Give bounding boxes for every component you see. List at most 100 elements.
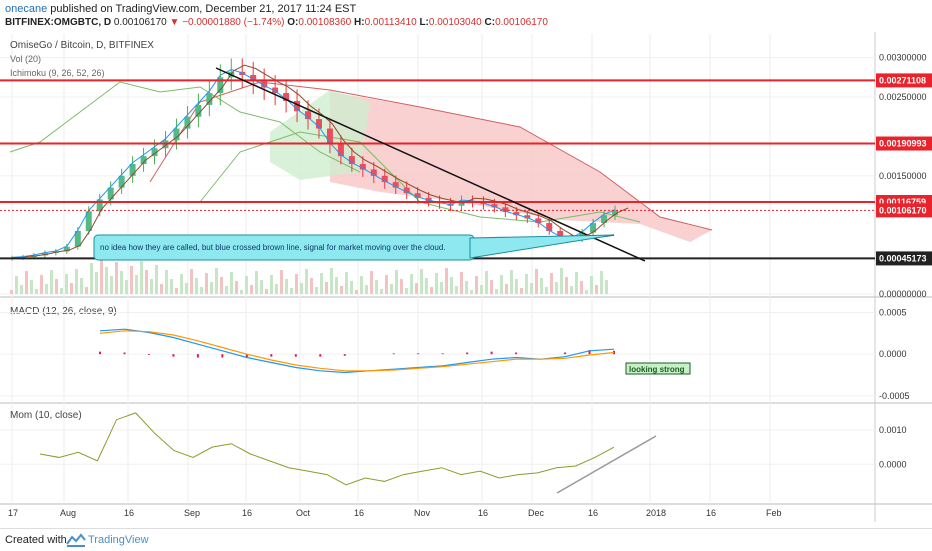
low-label: L: <box>419 17 429 28</box>
price-level-label: 0.00106170 <box>879 205 927 215</box>
high-label: H: <box>354 17 365 28</box>
candle-body <box>217 77 224 94</box>
x-tick-label: 16 <box>354 508 364 518</box>
volume-bar <box>305 269 308 294</box>
x-tick-label: Oct <box>296 508 311 518</box>
volume-bar <box>175 288 178 294</box>
open-value: 0.00108360 <box>298 17 352 28</box>
volume-bar <box>445 268 448 294</box>
volume-bar <box>525 274 528 294</box>
y-tick-label: -0.0005 <box>879 391 910 401</box>
volume-bar <box>560 268 563 294</box>
candle-body <box>294 100 301 112</box>
candle-body <box>173 128 180 141</box>
volume-bar <box>315 287 318 294</box>
candle-body <box>195 104 202 117</box>
candle-body <box>250 74 257 82</box>
candle-body <box>491 204 498 208</box>
volume-bar <box>595 285 598 294</box>
volume-bar <box>275 284 278 294</box>
volume-bar <box>140 261 143 294</box>
volume-bar <box>540 278 543 294</box>
candle-body <box>74 230 81 247</box>
candle-body <box>305 111 312 120</box>
author-link[interactable]: onecane <box>5 3 48 15</box>
y-tick-label: 0.0000 <box>879 459 907 469</box>
price-level-tag <box>876 73 932 88</box>
volume-bar <box>270 275 273 294</box>
volume-bar <box>605 280 608 294</box>
volume-bar <box>215 268 218 294</box>
candle-body <box>601 215 608 224</box>
volume-bar <box>385 275 388 294</box>
volume-bar <box>345 272 348 294</box>
volume-bar <box>145 270 148 294</box>
volume-bar <box>290 288 293 294</box>
volume-bar <box>225 286 228 294</box>
volume-bar <box>85 287 88 294</box>
volume-bar <box>515 279 518 294</box>
volume-bar <box>80 278 83 294</box>
y-tick-label: 0.00250000 <box>879 92 927 102</box>
tradingview-logo-icon <box>66 533 86 547</box>
candle-body <box>414 193 421 198</box>
volume-bar <box>350 281 353 294</box>
volume-bar <box>405 288 408 294</box>
volume-bar <box>110 276 113 294</box>
macd-signal-line <box>99 330 615 372</box>
volume-bar <box>520 288 523 294</box>
candle-body <box>370 169 377 176</box>
annotation-pointer <box>469 234 615 259</box>
y-tick-label: 0.00150000 <box>879 171 927 181</box>
footer: Created with TradingView <box>0 528 932 551</box>
momentum-line <box>39 412 615 486</box>
momentum-trendline[interactable] <box>556 435 657 494</box>
volume-bar <box>280 270 283 294</box>
volume-bar <box>30 280 33 294</box>
volume-bar <box>325 282 328 294</box>
volume-bar <box>390 284 393 294</box>
volume-bar <box>95 272 98 294</box>
candle-body <box>206 93 213 105</box>
descending-trendline[interactable] <box>215 67 646 262</box>
chart-area[interactable]: 17 Aug 16 Sep 16 Oct 16 Nov 16 Dec 16 2018 16 Feb 0.00… <box>0 32 932 528</box>
published-text: published on TradingView.com, December 2… <box>50 3 357 15</box>
volume-bar <box>375 280 378 294</box>
volume-bar <box>395 270 398 294</box>
annotation-text: no idea how they are called, but blue cr… <box>100 243 446 252</box>
volume-bar <box>400 279 403 294</box>
volume-bar <box>420 269 423 294</box>
volume-bar <box>340 286 343 294</box>
volume-bar <box>55 279 58 294</box>
candle-body <box>557 230 564 238</box>
volume-bar <box>240 290 243 294</box>
volume-bar <box>65 274 68 294</box>
mom-pane-title: Mom (10, close) <box>10 410 82 421</box>
volume-bar <box>570 286 573 294</box>
ichimoku-base-line <box>25 64 629 258</box>
candle-body <box>96 199 103 212</box>
volume-bar <box>455 286 458 294</box>
volume-bar <box>535 269 538 294</box>
price-level-label: 0.00271108 <box>879 75 926 85</box>
close-value: 0.00106170 <box>495 17 548 28</box>
candle-body <box>590 223 597 233</box>
tradingview-brand[interactable]: TradingView <box>88 534 149 546</box>
candle-body <box>502 207 509 213</box>
x-tick-label: 16 <box>242 508 252 518</box>
candle-body <box>63 246 70 252</box>
volume-bar <box>550 273 553 294</box>
candle-body <box>425 197 432 202</box>
volume-bar <box>355 290 358 294</box>
volume-bar <box>465 281 468 294</box>
publish-line: onecane published on TradingView.com, De… <box>5 3 356 15</box>
volume-bar <box>260 280 263 294</box>
volume-bar <box>195 278 198 294</box>
candle-body <box>140 156 147 164</box>
volume-bar <box>210 282 213 294</box>
ichimoku-lagging <box>9 81 361 173</box>
volume-bar <box>495 289 498 294</box>
volume-bar <box>220 277 223 294</box>
volume-bar <box>25 271 28 294</box>
macd-annotation-box[interactable] <box>625 362 691 375</box>
